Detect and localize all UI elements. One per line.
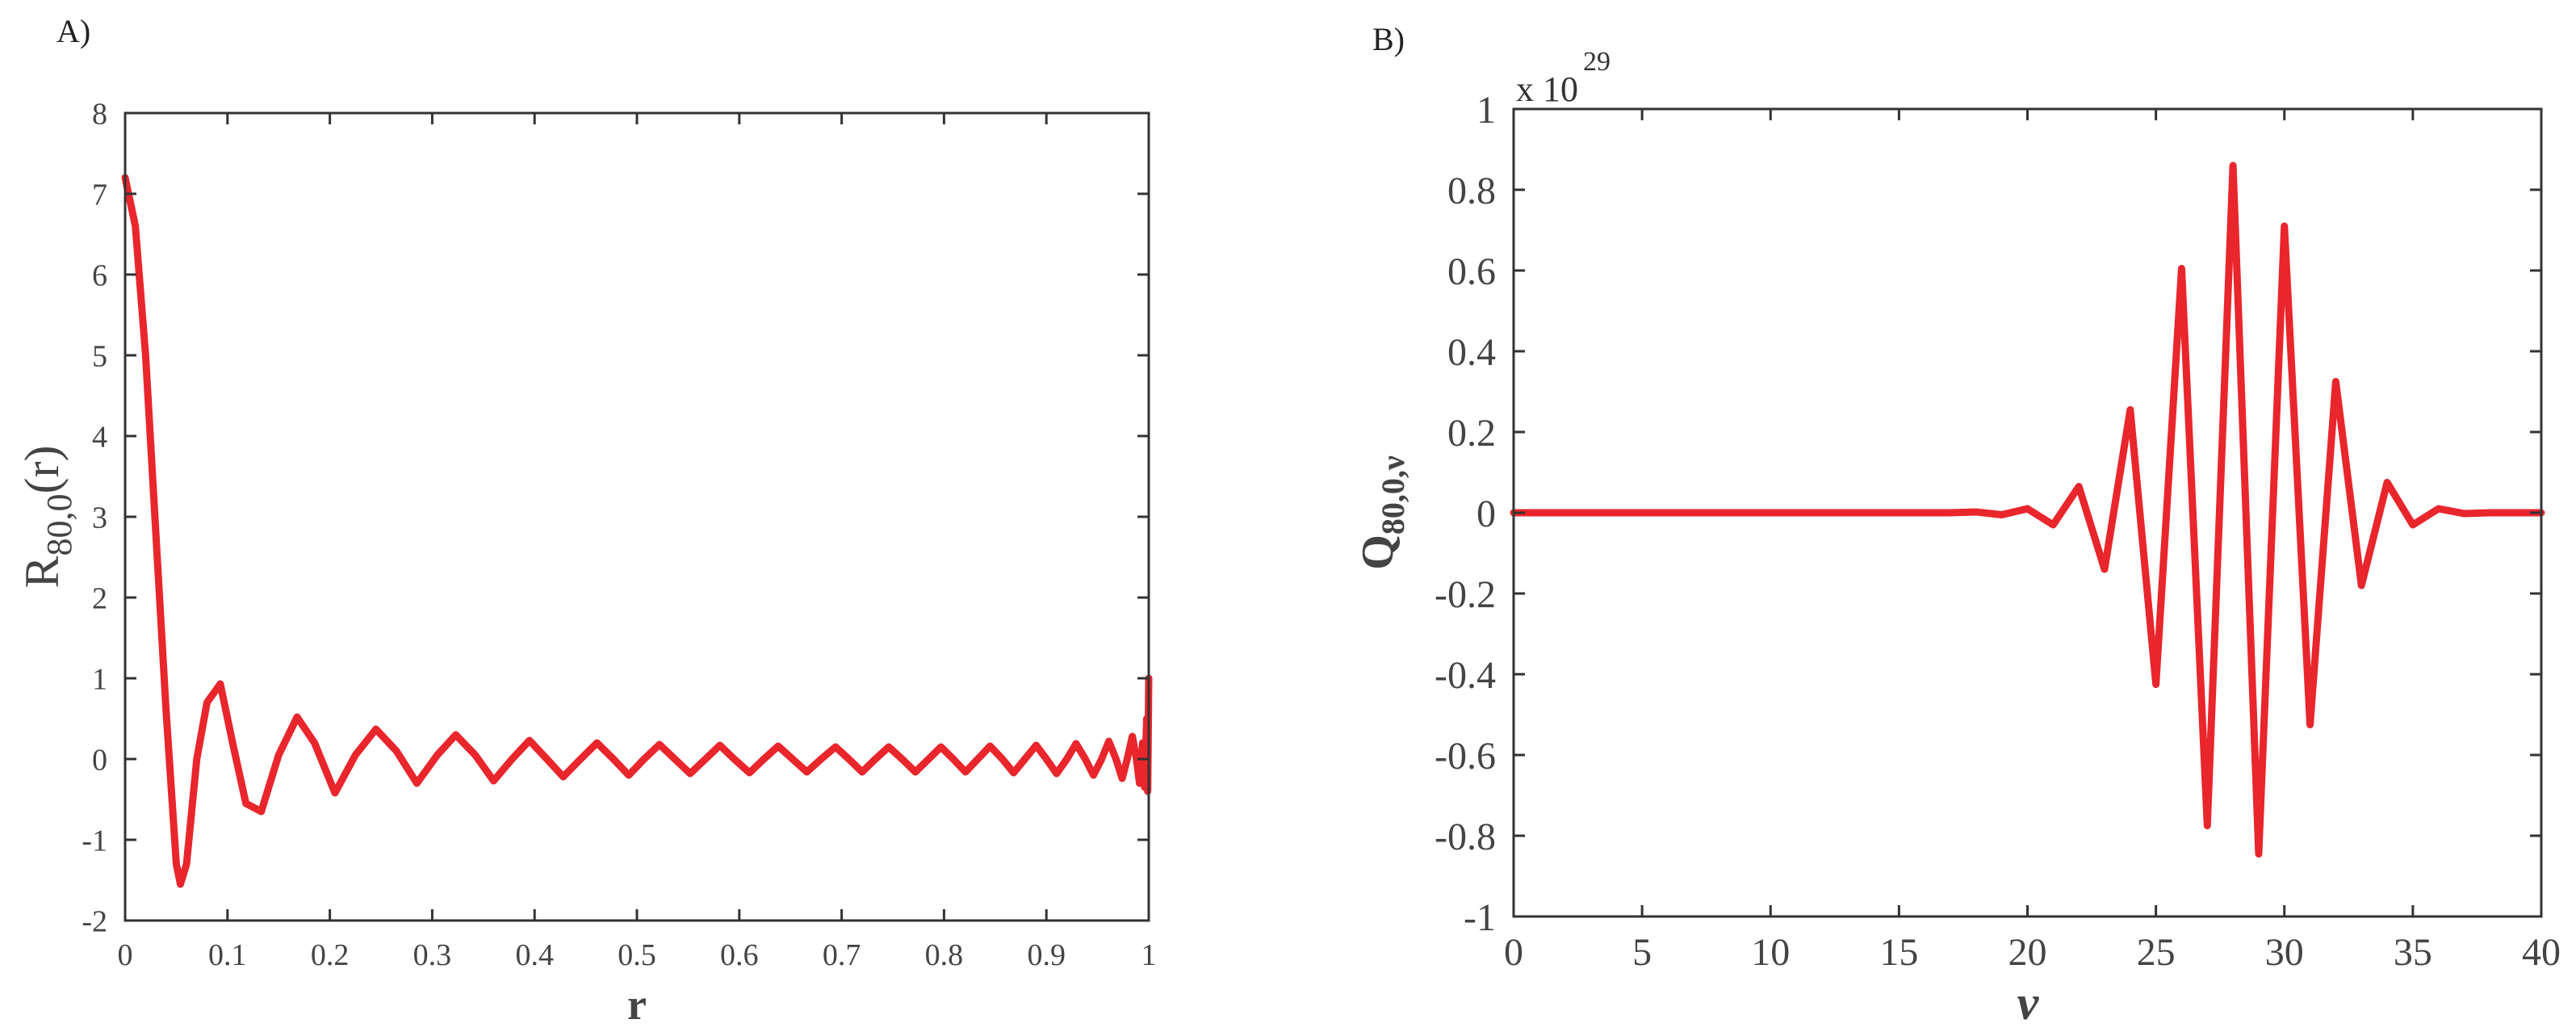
panel-a-axes-box [124,111,1150,922]
panel-b-y-tick-label: 0.4 [1447,331,1496,374]
panel-a-y-tick-label: 0 [92,743,107,777]
panel-a: A) 0 0.1 0.2 0.3 0.4 0.5 0.6 0.7 0.8 0.9 1 -2 -1 0 1 2… [15,13,1157,1029]
panel-b: B) 0 5 10 15 20 25 30 35 40 -1-0.8-0.6-0.4-0.200… [1353,21,2561,1030]
panel-a-x-tick-label: 0.3 [413,938,452,972]
panel-a-y-tick-label: 8 [92,97,107,131]
panel-a-y-tick-label: 4 [92,420,107,454]
panel-a-y-tick-label: 3 [92,501,107,535]
panel-a-x-tick-label: 0.8 [925,938,964,972]
panel-b-exponent-label: x 1029 [1516,47,1611,109]
panel-b-y-axis-label: Q80,0,ν [1353,455,1411,570]
panel-b-y-tick-label: 1 [1476,89,1496,132]
panel-a-y-tick-label: 2 [92,581,107,615]
panel-a-data-points [124,176,1150,886]
panel-b-y-tick-label: -0.4 [1435,654,1496,697]
panel-a-x-tick-label: 0.1 [208,938,247,972]
panel-a-x-ticks: 0 0.1 0.2 0.3 0.4 0.5 0.6 0.7 0.8 0.9 1 [118,113,1157,972]
panel-a-y-ticks: -2 -1 0 1 2 3 4 5 6 7 8 [82,97,1149,938]
panel-b-plot-area [1510,161,2545,858]
panel-b-y-tick-label: 0 [1476,493,1496,535]
panel-b-x-tick-label: 35 [2394,931,2432,974]
panel-b-y-tick-label: 0.8 [1447,170,1496,212]
panel-a-x-tick-label: 0.4 [515,938,554,972]
panel-a-y-tick-label: 7 [92,178,107,212]
panel-a-y-tick-label: 6 [92,258,107,292]
panel-a-plot-area [121,174,1153,888]
panel-b-x-tick-label: 15 [1879,931,1918,974]
panel-b-x-tick-label: 5 [1632,931,1652,974]
panel-a-y-tick-label: 1 [92,662,107,696]
panel-a-y-tick-label: -2 [82,904,107,938]
panel-b-x-tick-label: 20 [2008,931,2047,974]
panel-b-y-tick-label: 0.6 [1447,250,1496,293]
panel-a-x-tick-label: 0.6 [720,938,759,972]
panel-b-y-tick-label: -0.2 [1435,573,1496,616]
panel-a-x-tick-label: 1 [1141,938,1157,972]
panel-b-x-ticks: 0 5 10 15 20 25 30 35 40 [1504,109,2561,974]
panel-b-y-tick-label: -0.8 [1435,816,1496,858]
panel-a-x-tick-label: 0.2 [311,938,350,972]
panel-b-x-tick-label: 10 [1751,931,1790,974]
panel-a-y-axis-label: R80,0(r) [15,446,79,589]
panel-b-x-tick-label: 30 [2265,931,2304,974]
panel-a-label: A) [57,13,90,49]
panel-b-x-tick-label: 40 [2522,931,2561,974]
panel-a-x-tick-label: 0.5 [618,938,656,972]
panel-b-y-tick-label: -1 [1464,896,1496,939]
panel-b-x-axis-label: ν [2017,976,2040,1030]
panel-b-y-ticks: -1 -0.8 -0.6 -0.4 -0.2 0 0.2 0.4 0.6 0.8 1 [1435,89,2541,939]
panel-b-y-tick-label: 0.2 [1447,412,1496,455]
panel-b-x-tick-label: 0 [1504,931,1523,974]
panel-a-x-tick-label: 0.9 [1027,938,1066,972]
panel-b-series-line-0 [1510,161,2545,858]
panel-a-x-axis-label: r [627,980,647,1029]
panel-a-series-line-0 [121,174,1153,888]
panel-a-y-tick-label: 5 [92,339,107,373]
panel-b-x-tick-label: 25 [2137,931,2176,974]
panel-a-x-tick-label: 0 [118,938,133,972]
panel-a-y-tick-label: -1 [82,824,107,858]
panel-a-x-tick-label: 0.7 [823,938,861,972]
panel-b-y-tick-label: -0.6 [1435,735,1496,778]
panel-b-label: B) [1372,21,1405,57]
